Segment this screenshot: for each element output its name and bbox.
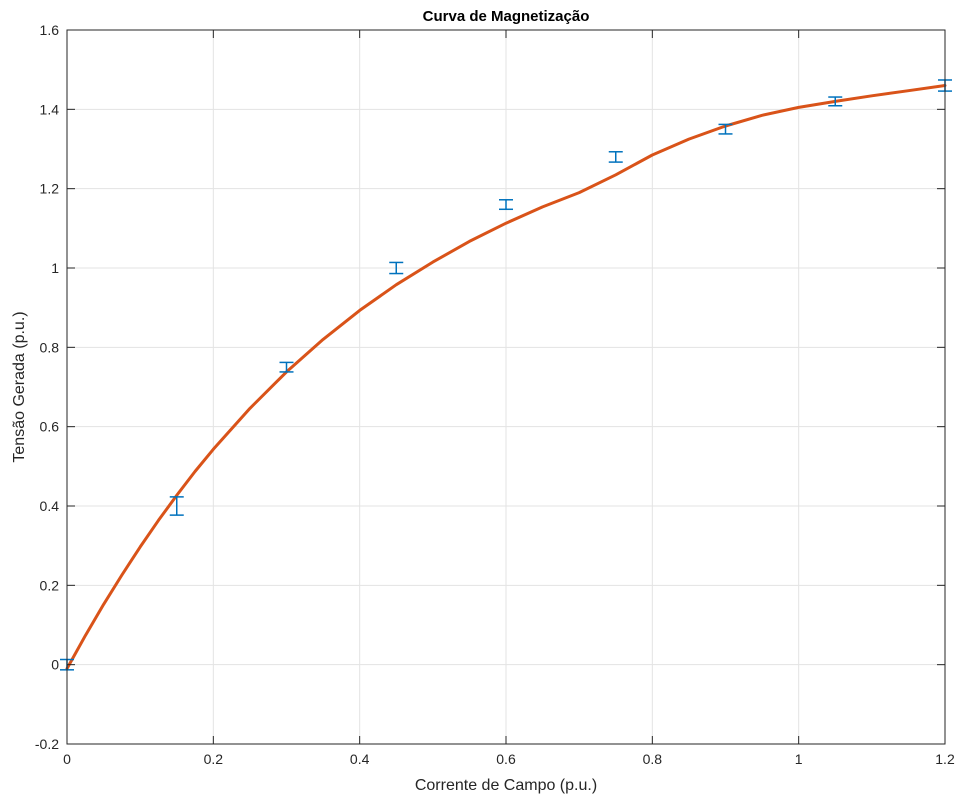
y-tick-label: 0.2 bbox=[40, 577, 60, 593]
y-tick-label: 0 bbox=[51, 657, 59, 673]
x-tick-label: 0.2 bbox=[204, 751, 224, 767]
x-tick-label: 0.6 bbox=[496, 751, 516, 767]
error-bar-layer bbox=[60, 79, 952, 671]
y-axis-label: Tensão Gerada (p.u.) bbox=[11, 311, 28, 462]
error-bar-point bbox=[608, 151, 623, 163]
y-tick-label: -0.2 bbox=[35, 736, 59, 752]
fit-curve-layer bbox=[65, 84, 947, 671]
y-tick-label: 0.6 bbox=[40, 419, 60, 435]
x-tick-label: 0.4 bbox=[350, 751, 370, 767]
y-tick-label: 0.4 bbox=[40, 498, 60, 514]
chart-title: Curva de Magnetização bbox=[423, 8, 590, 25]
error-bar-point bbox=[718, 123, 733, 135]
x-axis-label: Corrente de Campo (p.u.) bbox=[415, 777, 597, 794]
x-tick-label: 0 bbox=[63, 751, 71, 767]
error-bar-point bbox=[828, 96, 843, 107]
y-tick-label: 1 bbox=[51, 260, 59, 276]
x-tick-label: 1.2 bbox=[935, 751, 955, 767]
error-bar-point bbox=[279, 361, 294, 373]
x-tick-label: 0.8 bbox=[643, 751, 663, 767]
y-tick-label: 0.8 bbox=[40, 339, 60, 355]
y-tick-label: 1.6 bbox=[40, 22, 60, 38]
y-tick-label: 1.4 bbox=[40, 101, 60, 117]
axis-ticks: 0 0.2 0.4 0.6 0.8 1 1.2-0.200.20.40.60.811.21.… bbox=[35, 22, 955, 767]
error-bar-point bbox=[389, 261, 404, 275]
x-tick-label: 1 bbox=[795, 751, 803, 767]
y-tick-label: 1.2 bbox=[40, 181, 60, 197]
error-bar-point bbox=[499, 199, 513, 211]
fit-curve-line bbox=[65, 84, 947, 671]
error-bar-point bbox=[169, 496, 184, 516]
